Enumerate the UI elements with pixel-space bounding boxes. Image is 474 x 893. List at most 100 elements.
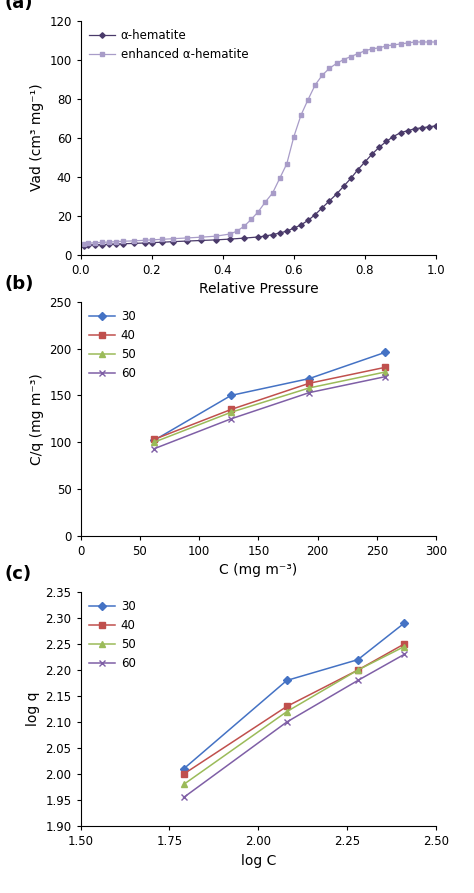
- 60: [382, 371, 388, 382]
- 30: [382, 347, 388, 358]
- α-hematite: [120, 238, 126, 249]
- enhanced α-hematite: [227, 229, 233, 239]
- enhanced α-hematite: [82, 238, 87, 249]
- enhanced α-hematite: [142, 235, 147, 246]
- 40: [306, 378, 312, 388]
- Legend: 30, 40, 50, 60: 30, 40, 50, 60: [86, 308, 138, 382]
- 60: [355, 675, 361, 686]
- enhanced α-hematite: [255, 206, 261, 217]
- α-hematite: [277, 228, 283, 238]
- Line: 50: 50: [181, 644, 407, 788]
- 60: [306, 388, 312, 398]
- enhanced α-hematite: [412, 37, 418, 47]
- enhanced α-hematite: [298, 110, 304, 121]
- α-hematite: [398, 128, 403, 138]
- Legend: α-hematite, enhanced α-hematite: α-hematite, enhanced α-hematite: [86, 27, 251, 63]
- α-hematite: [170, 237, 176, 247]
- enhanced α-hematite: [341, 54, 346, 65]
- enhanced α-hematite: [426, 37, 432, 47]
- enhanced α-hematite: [85, 238, 91, 248]
- enhanced α-hematite: [241, 221, 247, 231]
- Y-axis label: C/q (mg m⁻³): C/q (mg m⁻³): [30, 373, 44, 464]
- enhanced α-hematite: [398, 38, 403, 49]
- enhanced α-hematite: [113, 237, 119, 247]
- α-hematite: [319, 203, 325, 213]
- Y-axis label: log q: log q: [26, 692, 40, 726]
- α-hematite: [405, 125, 410, 136]
- Line: 30: 30: [151, 349, 388, 444]
- enhanced α-hematite: [305, 94, 311, 104]
- Line: 50: 50: [151, 369, 388, 446]
- 30: [181, 764, 187, 774]
- α-hematite: [99, 239, 105, 250]
- enhanced α-hematite: [99, 237, 105, 247]
- 30: [355, 655, 361, 665]
- enhanced α-hematite: [319, 70, 325, 80]
- enhanced α-hematite: [362, 46, 368, 56]
- Line: 30: 30: [181, 620, 407, 772]
- α-hematite: [159, 237, 165, 247]
- Line: enhanced α-hematite: enhanced α-hematite: [82, 40, 438, 246]
- 40: [151, 434, 157, 445]
- enhanced α-hematite: [234, 226, 240, 237]
- enhanced α-hematite: [355, 48, 361, 59]
- Line: 60: 60: [151, 373, 388, 452]
- α-hematite: [362, 156, 368, 167]
- α-hematite: [376, 142, 382, 153]
- enhanced α-hematite: [391, 39, 396, 50]
- α-hematite: [270, 230, 275, 240]
- α-hematite: [433, 121, 439, 131]
- Line: 40: 40: [181, 641, 407, 777]
- α-hematite: [227, 234, 233, 245]
- Line: α-hematite: α-hematite: [82, 124, 438, 247]
- Text: (a): (a): [5, 0, 33, 12]
- 50: [228, 407, 234, 418]
- 50: [401, 641, 407, 652]
- Line: 60: 60: [181, 651, 407, 800]
- α-hematite: [391, 131, 396, 142]
- enhanced α-hematite: [334, 58, 339, 69]
- enhanced α-hematite: [263, 196, 268, 207]
- enhanced α-hematite: [433, 37, 439, 47]
- enhanced α-hematite: [405, 38, 410, 48]
- α-hematite: [184, 236, 190, 246]
- 30: [284, 675, 290, 686]
- 60: [151, 444, 157, 455]
- 60: [228, 413, 234, 424]
- 50: [306, 382, 312, 393]
- α-hematite: [334, 188, 339, 199]
- 30: [306, 373, 312, 384]
- enhanced α-hematite: [419, 37, 425, 47]
- enhanced α-hematite: [213, 230, 219, 241]
- α-hematite: [85, 240, 91, 251]
- enhanced α-hematite: [159, 234, 165, 245]
- α-hematite: [131, 238, 137, 249]
- α-hematite: [199, 235, 204, 246]
- 50: [355, 664, 361, 675]
- α-hematite: [82, 240, 87, 251]
- 40: [228, 405, 234, 415]
- 40: [401, 638, 407, 649]
- α-hematite: [106, 239, 112, 250]
- enhanced α-hematite: [149, 235, 155, 246]
- α-hematite: [419, 122, 425, 133]
- enhanced α-hematite: [277, 173, 283, 184]
- 60: [401, 649, 407, 660]
- enhanced α-hematite: [312, 79, 318, 90]
- enhanced α-hematite: [106, 237, 112, 247]
- enhanced α-hematite: [348, 51, 354, 62]
- enhanced α-hematite: [120, 236, 126, 246]
- 40: [355, 664, 361, 675]
- α-hematite: [113, 238, 119, 249]
- Y-axis label: Vad (cm³ mg⁻¹): Vad (cm³ mg⁻¹): [29, 84, 44, 191]
- enhanced α-hematite: [369, 44, 375, 54]
- enhanced α-hematite: [131, 236, 137, 246]
- α-hematite: [263, 230, 268, 241]
- α-hematite: [142, 238, 147, 248]
- X-axis label: log C: log C: [241, 854, 276, 868]
- α-hematite: [241, 233, 247, 244]
- enhanced α-hematite: [92, 238, 98, 248]
- α-hematite: [305, 215, 311, 226]
- 30: [228, 390, 234, 401]
- 60: [181, 792, 187, 803]
